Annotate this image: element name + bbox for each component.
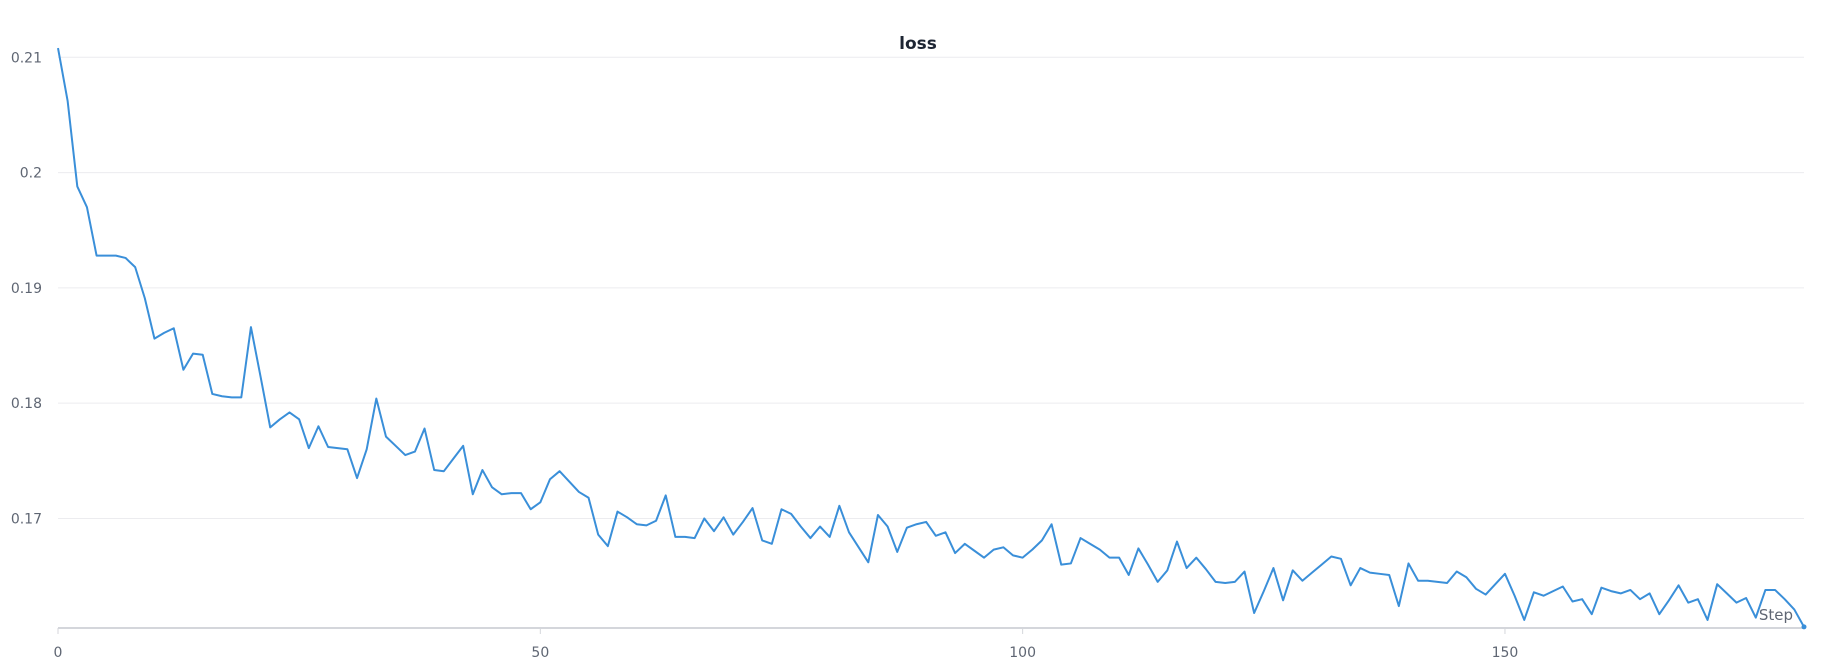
loss-series-line [57,47,1805,628]
last-point-marker [1801,624,1807,630]
y-tick-label: 0.18 [11,396,42,412]
y-tick-label: 0.17 [11,511,42,527]
x-tick-label: 0 [54,645,63,661]
x-tick-label: 150 [1492,645,1519,661]
x-axis-label: Step [1759,606,1793,624]
grid-lines [58,56,1804,519]
y-tick-label: 0.19 [11,281,42,297]
x-tick-label: 100 [1009,645,1036,661]
chart-title: loss [899,34,937,54]
x-tick-label: 50 [531,645,549,661]
y-tick-label: 0.2 [20,166,42,182]
y-tick-label: 0.21 [11,50,42,66]
x-axis: 0 50 100 150 [54,627,1804,661]
y-axis-ticks: 0.17 0.18 0.19 0.2 0.21 [11,50,42,527]
series-group [57,47,1807,630]
